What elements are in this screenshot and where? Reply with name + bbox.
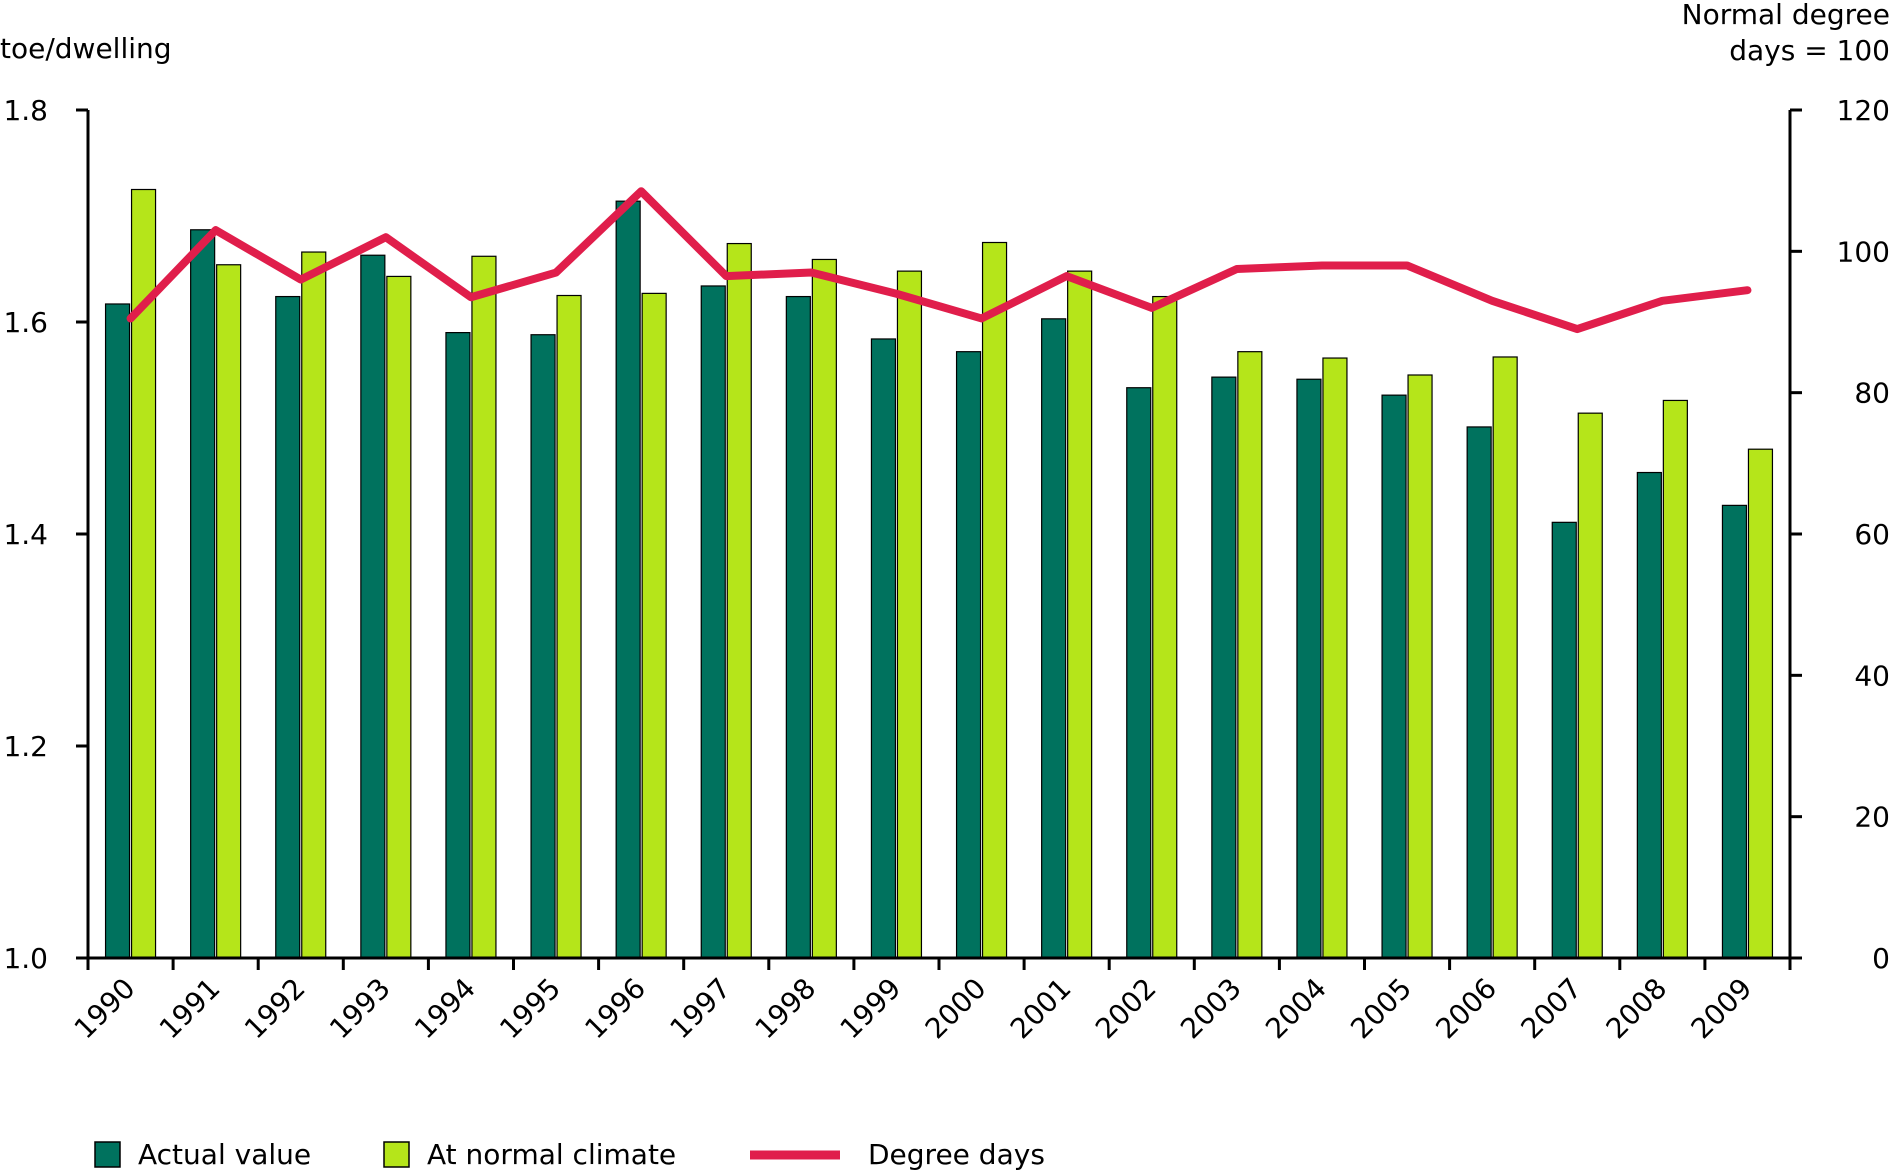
y-left-axis-title: toe/dwelling: [0, 32, 172, 65]
bar-at-normal-climate-1992: [301, 251, 327, 959]
bar-at-normal-climate-2006: [1492, 356, 1518, 959]
x-tick-label-1997: 1997: [663, 972, 737, 1046]
y-right-tick-label: 20: [1854, 801, 1890, 834]
y-right-axis-title-line2: days = 100: [1729, 34, 1890, 67]
x-tick-label-2004: 2004: [1259, 972, 1333, 1046]
axes: [76, 108, 1802, 970]
bar-actual-value-1999: [870, 338, 897, 959]
bar-actual-value-2009: [1721, 504, 1748, 959]
bar-actual-value-2000: [955, 351, 982, 959]
x-tick-label-2001: 2001: [1004, 972, 1078, 1046]
bar-at-normal-climate-1994: [471, 255, 497, 959]
bar-at-normal-climate-1995: [556, 294, 582, 959]
x-tick-label-2007: 2007: [1514, 972, 1588, 1046]
bar-at-normal-climate-2008: [1662, 399, 1688, 959]
bar-at-normal-climate-2005: [1407, 374, 1433, 959]
x-tick-label-1996: 1996: [578, 972, 652, 1046]
y-right-tick-label: 60: [1854, 518, 1890, 551]
x-tick-label-2005: 2005: [1344, 972, 1418, 1046]
degree-days-line: [126, 187, 1752, 334]
x-tick-label-1991: 1991: [153, 972, 227, 1046]
bar-actual-value-2008: [1636, 471, 1662, 959]
bar-actual-value-2002: [1126, 387, 1152, 959]
bar-at-normal-climate-2009: [1747, 448, 1774, 959]
x-tick-label-1995: 1995: [493, 972, 567, 1046]
bar-at-normal-climate-1999: [896, 270, 923, 959]
bars: [104, 188, 1774, 959]
bar-actual-value-1996: [615, 200, 641, 959]
x-tick-label-2006: 2006: [1429, 972, 1503, 1046]
x-tick-label-2003: 2003: [1174, 972, 1248, 1046]
y-right-tick-label: 0: [1872, 942, 1890, 975]
y-right-axis-title-line1: Normal degree: [1682, 0, 1890, 31]
bar-actual-value-2001: [1041, 318, 1067, 959]
bar-actual-value-1998: [785, 295, 811, 959]
bar-actual-value-1997: [700, 285, 726, 959]
x-tick-label-2000: 2000: [919, 972, 993, 1046]
bar-at-normal-climate-1991: [216, 264, 242, 959]
y-right-tick-label: 40: [1854, 659, 1890, 692]
legend-swatch-actual-value: [94, 1141, 121, 1168]
y-left-tick-label: 1.4: [3, 518, 48, 551]
bar-actual-value-2005: [1381, 394, 1407, 959]
legend-swatch-at-normal-climate: [383, 1141, 410, 1168]
bar-at-normal-climate-2007: [1577, 412, 1603, 959]
bar-actual-value-1992: [275, 295, 301, 959]
legend-label-degree-days: Degree days: [868, 1138, 1045, 1171]
y-right-tick-label: 120: [1837, 94, 1890, 127]
bar-at-normal-climate-1997: [726, 242, 752, 959]
legend-label-at-normal-climate: At normal climate: [427, 1138, 676, 1171]
bar-at-normal-climate-1996: [641, 292, 667, 959]
legend: Actual value At normal climate Degree da…: [94, 1138, 1045, 1171]
bar-at-normal-climate-2004: [1322, 357, 1348, 959]
bar-at-normal-climate-2003: [1237, 351, 1263, 959]
y-left-tick-label: 1.6: [3, 306, 48, 339]
y-left-tick-label: 1.0: [3, 942, 48, 975]
x-tick-label-1992: 1992: [238, 972, 312, 1046]
bar-at-normal-climate-2000: [981, 241, 1008, 959]
y-right-tick-label: 80: [1854, 377, 1890, 410]
x-tick-label-2009: 2009: [1685, 972, 1759, 1046]
bar-actual-value-2003: [1211, 376, 1237, 959]
x-tick-label-1999: 1999: [834, 972, 908, 1046]
x-tick-label-1993: 1993: [323, 972, 397, 1046]
bar-actual-value-1990: [104, 303, 131, 959]
bar-actual-value-2007: [1551, 521, 1577, 959]
bar-actual-value-2004: [1296, 378, 1322, 959]
y-right-tick-label: 100: [1837, 235, 1890, 268]
degree-days-line-group: [126, 187, 1752, 334]
x-tick-label-2002: 2002: [1089, 972, 1163, 1046]
bar-at-normal-climate-2002: [1152, 295, 1178, 959]
x-tick-label-2008: 2008: [1600, 972, 1674, 1046]
y-left-tick-label: 1.2: [3, 730, 48, 763]
bar-actual-value-1991: [190, 229, 216, 959]
bar-actual-value-1993: [360, 254, 386, 959]
bar-actual-value-2006: [1466, 426, 1492, 959]
bar-actual-value-1994: [445, 332, 471, 959]
x-tick-label-1994: 1994: [408, 972, 482, 1046]
legend-label-actual-value: Actual value: [138, 1138, 311, 1171]
x-tick-label-1990: 1990: [68, 972, 142, 1046]
bar-at-normal-climate-1993: [386, 275, 412, 959]
bar-at-normal-climate-1998: [811, 258, 837, 959]
y-left-tick-label: 1.8: [3, 94, 48, 127]
bar-actual-value-1995: [530, 334, 556, 959]
x-tick-label-1998: 1998: [749, 972, 823, 1046]
bar-at-normal-climate-2001: [1067, 270, 1093, 959]
